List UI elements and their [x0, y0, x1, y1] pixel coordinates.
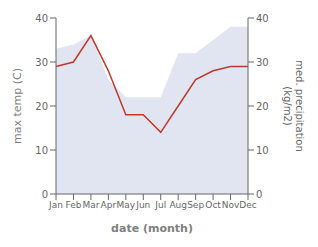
svg-text:max temp (C): max temp (C) — [11, 68, 24, 144]
svg-text:0: 0 — [256, 189, 262, 200]
svg-text:20: 20 — [256, 101, 269, 112]
svg-text:40: 40 — [35, 13, 48, 24]
svg-text:Sep: Sep — [187, 200, 204, 210]
svg-text:Aug: Aug — [169, 200, 187, 210]
svg-text:Mar: Mar — [82, 200, 99, 210]
svg-text:Jan: Jan — [48, 200, 63, 210]
svg-text:Oct: Oct — [205, 200, 221, 210]
svg-text:Jun: Jun — [135, 200, 150, 210]
svg-text:0: 0 — [42, 189, 48, 200]
svg-text:Apr: Apr — [101, 200, 117, 210]
svg-text:10: 10 — [35, 145, 48, 156]
svg-text:20: 20 — [35, 101, 48, 112]
svg-text:date (month): date (month) — [111, 222, 193, 235]
svg-text:med. precipitation(kg/m2): med. precipitation(kg/m2) — [282, 60, 305, 152]
svg-text:Jul: Jul — [154, 200, 166, 210]
svg-text:Dec: Dec — [239, 200, 256, 210]
svg-text:May: May — [117, 200, 136, 210]
svg-text:30: 30 — [35, 57, 48, 68]
svg-text:10: 10 — [256, 145, 269, 156]
svg-text:Feb: Feb — [65, 200, 81, 210]
svg-text:30: 30 — [256, 57, 269, 68]
svg-text:Nov: Nov — [222, 200, 240, 210]
svg-text:40: 40 — [256, 13, 269, 24]
